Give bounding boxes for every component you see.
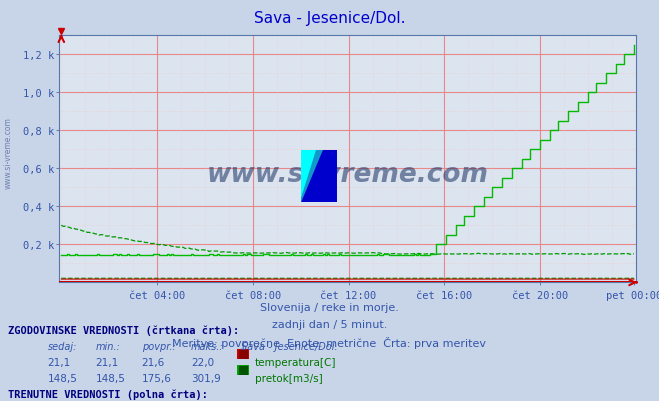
Polygon shape: [301, 150, 337, 203]
Text: sedaj:: sedaj:: [47, 341, 77, 351]
Polygon shape: [301, 150, 317, 203]
Text: 22,0: 22,0: [191, 357, 214, 367]
Text: zadnji dan / 5 minut.: zadnji dan / 5 minut.: [272, 319, 387, 329]
Text: temperatura[C]: temperatura[C]: [255, 357, 337, 367]
Text: 148,5: 148,5: [96, 373, 125, 383]
Bar: [239, 367, 247, 374]
Text: Meritve: povprečne  Enote: metrične  Črta: prva meritev: Meritve: povprečne Enote: metrične Črta:…: [173, 336, 486, 348]
Polygon shape: [301, 150, 322, 203]
Text: 148,5: 148,5: [47, 373, 77, 383]
Text: 21,6: 21,6: [142, 357, 165, 367]
Text: TRENUTNE VREDNOSTI (polna črta):: TRENUTNE VREDNOSTI (polna črta):: [8, 389, 208, 399]
Text: www.si-vreme.com: www.si-vreme.com: [3, 117, 13, 188]
Bar: [239, 350, 247, 358]
Text: 301,9: 301,9: [191, 373, 221, 383]
Text: povpr.:: povpr.:: [142, 341, 175, 351]
Text: www.si-vreme.com: www.si-vreme.com: [207, 161, 488, 187]
Text: Sava - Jesenice/Dol.: Sava - Jesenice/Dol.: [254, 11, 405, 26]
Text: 21,1: 21,1: [47, 357, 71, 367]
Text: maks.:: maks.:: [191, 341, 224, 351]
Text: min.:: min.:: [96, 341, 121, 351]
Text: 175,6: 175,6: [142, 373, 171, 383]
Text: Slovenija / reke in morje.: Slovenija / reke in morje.: [260, 302, 399, 312]
Text: Sava - Jesenice/Dol.: Sava - Jesenice/Dol.: [241, 341, 337, 351]
Text: 21,1: 21,1: [96, 357, 119, 367]
Text: ZGODOVINSKE VREDNOSTI (črtkana črta):: ZGODOVINSKE VREDNOSTI (črtkana črta):: [8, 325, 239, 335]
Text: pretok[m3/s]: pretok[m3/s]: [255, 373, 323, 383]
